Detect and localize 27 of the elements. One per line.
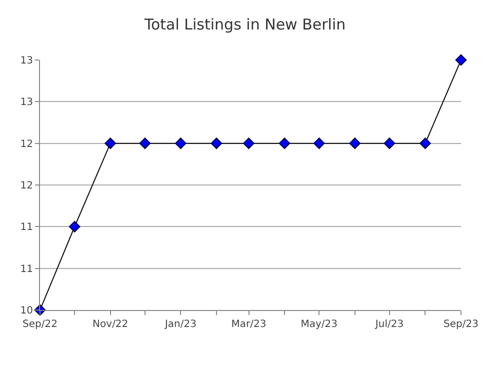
x-tick-label: Jul/23 [374,319,404,330]
point [313,138,325,150]
point [243,138,254,150]
point [384,138,396,150]
point [278,138,290,150]
chart-title: Total Listings in New Berlin [143,16,346,34]
x-tick-label: Nov/22 [92,319,128,330]
point [210,138,222,150]
y-tick-label: 13 [20,56,33,66]
point [139,138,151,150]
x-tick-label: Mar/23 [231,319,266,330]
point [455,54,467,66]
point [68,220,80,232]
point [175,138,186,150]
y-tick-label: 13 [20,97,33,108]
y-tick-label: 11 [20,222,33,234]
x-tick-label: Jan/23 [164,319,196,330]
x-tick-label: May/23 [300,319,338,330]
point [104,138,116,150]
x-tick-label: Sep/23 [444,319,478,330]
point [420,138,431,150]
y-tick-label: 11 [20,264,33,275]
y-tick-label: 12 [20,138,33,150]
y-tick-label: 10 [20,306,33,316]
point [349,138,361,150]
x-tick-label: Sep/22 [22,319,58,330]
y-tick-label: 12 [20,180,33,192]
